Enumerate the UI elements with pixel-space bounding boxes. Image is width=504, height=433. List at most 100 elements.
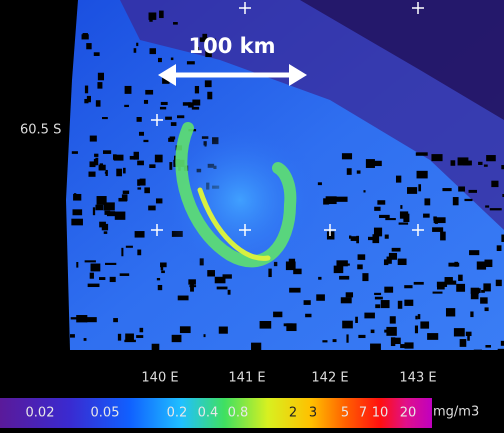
speckle: [171, 58, 174, 61]
speckle: [140, 328, 144, 332]
speckle: [375, 297, 383, 300]
speckle: [217, 287, 228, 290]
speckle: [143, 140, 148, 142]
speckle: [467, 333, 470, 340]
speckle: [90, 161, 96, 167]
colorbar-label: 0.05: [91, 406, 120, 421]
speckle: [372, 234, 379, 243]
speckle: [165, 117, 172, 120]
longitude-label: 142 E: [311, 371, 348, 386]
speckle: [195, 86, 199, 93]
speckle: [404, 300, 413, 306]
speckle: [400, 211, 408, 218]
speckle: [88, 284, 100, 287]
speckle: [148, 206, 155, 211]
speckle: [123, 191, 129, 194]
speckle: [91, 264, 101, 272]
speckle: [471, 293, 479, 300]
speckle: [453, 197, 459, 205]
speckle: [149, 164, 155, 168]
speckle: [424, 198, 430, 205]
speckle: [323, 198, 329, 204]
speckle: [478, 162, 482, 165]
speckle: [464, 199, 472, 201]
speckle: [385, 235, 389, 239]
speckle: [460, 339, 467, 347]
speckle: [144, 187, 150, 193]
speckle: [398, 301, 402, 309]
speckle: [346, 334, 348, 342]
speckle: [74, 193, 76, 198]
speckle: [334, 266, 344, 273]
speckle: [364, 313, 375, 319]
speckle: [90, 136, 97, 142]
speckle: [454, 262, 458, 267]
speckle: [333, 339, 337, 342]
speckle: [284, 323, 293, 326]
speckle: [440, 232, 446, 241]
speckle: [293, 269, 301, 275]
speckle: [415, 316, 417, 320]
speckle: [122, 194, 128, 201]
speckle: [115, 212, 126, 220]
speckle: [144, 100, 148, 104]
speckle: [442, 188, 451, 191]
speckle: [104, 231, 108, 234]
speckle: [124, 105, 129, 107]
speckle: [103, 150, 111, 154]
speckle: [370, 344, 381, 352]
speckle: [435, 221, 438, 224]
speckle: [168, 138, 174, 142]
speckle: [389, 253, 397, 260]
speckle: [347, 168, 352, 175]
speckle: [160, 262, 167, 267]
speckle: [384, 330, 386, 333]
speckle: [161, 102, 168, 105]
speckle: [219, 327, 228, 334]
speckle: [415, 326, 418, 334]
speckle: [341, 297, 352, 303]
speckle: [363, 190, 365, 192]
speckle: [86, 43, 91, 49]
speckle: [94, 154, 98, 157]
speckle: [414, 282, 424, 285]
speckle: [490, 208, 502, 210]
colorbar-label: 7: [359, 406, 367, 421]
speckle: [98, 73, 104, 81]
speckle: [205, 80, 212, 87]
speckle: [431, 154, 442, 161]
speckle: [496, 280, 502, 286]
speckle: [357, 264, 362, 269]
speckle: [180, 326, 191, 333]
speckle: [366, 159, 375, 168]
speckle: [454, 328, 465, 336]
speckle: [70, 334, 75, 337]
speckle: [343, 263, 349, 265]
speckle: [104, 211, 110, 215]
speckle: [273, 312, 282, 318]
speckle: [427, 333, 438, 340]
speckle: [480, 297, 488, 303]
speckle: [85, 260, 96, 262]
colorbar-label: 0.8: [228, 406, 249, 421]
latitude-label: 60.5 S: [20, 123, 61, 138]
speckle: [84, 338, 87, 341]
speckle: [158, 58, 162, 62]
speckle: [342, 321, 353, 329]
speckle: [72, 151, 78, 154]
speckle: [396, 176, 401, 183]
speckle: [113, 318, 118, 322]
speckle: [113, 154, 117, 159]
speckle: [375, 304, 380, 308]
speckle: [178, 296, 189, 301]
speckle: [391, 337, 395, 346]
speckle: [385, 218, 396, 220]
speckle: [390, 316, 396, 323]
speckle: [135, 231, 145, 237]
speckle: [497, 245, 502, 251]
speckle: [355, 317, 358, 323]
speckle: [158, 156, 162, 162]
speckle: [97, 82, 102, 89]
speckle: [384, 259, 388, 265]
speckle: [305, 314, 311, 317]
